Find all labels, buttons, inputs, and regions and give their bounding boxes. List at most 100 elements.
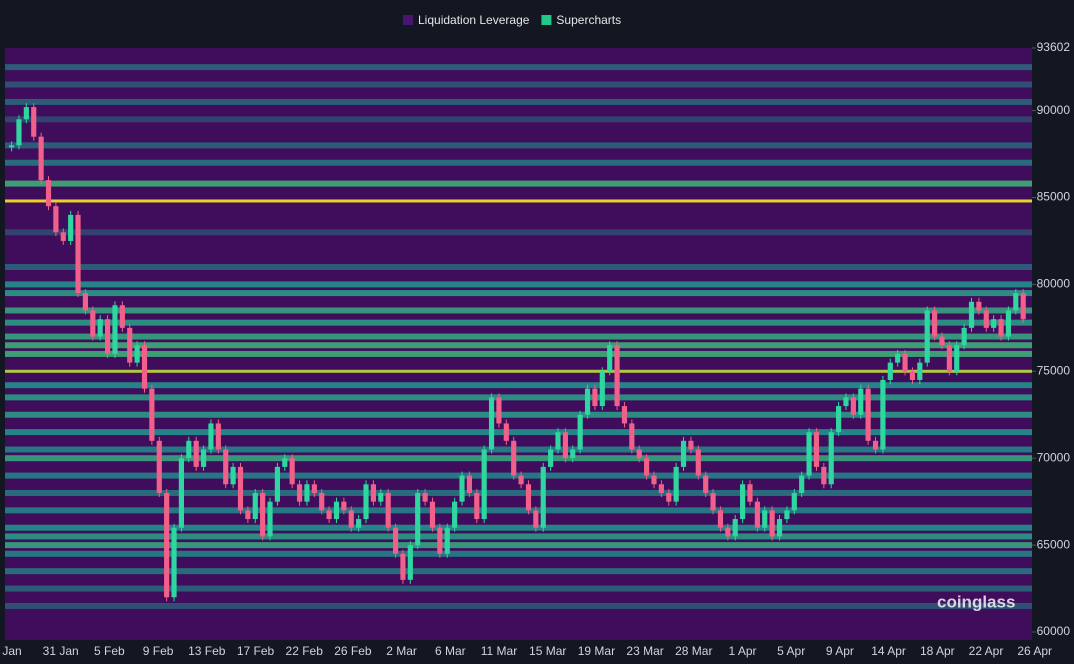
candle bbox=[592, 388, 598, 407]
liquidation-band bbox=[5, 568, 1032, 575]
candle bbox=[23, 107, 29, 120]
candle bbox=[496, 397, 502, 424]
candle bbox=[97, 319, 103, 337]
liquidation-band bbox=[5, 507, 1032, 514]
candle bbox=[555, 432, 561, 450]
candle bbox=[90, 310, 96, 337]
candle bbox=[673, 466, 679, 502]
candle bbox=[252, 492, 258, 520]
liquidation-band bbox=[5, 542, 1032, 549]
liquidation-band bbox=[5, 159, 1032, 166]
candle bbox=[584, 388, 591, 415]
candle bbox=[895, 353, 901, 363]
x-tick-label: 13 Feb bbox=[188, 644, 226, 658]
candle bbox=[533, 510, 539, 528]
candle bbox=[607, 345, 613, 372]
candle bbox=[865, 388, 871, 441]
candle bbox=[452, 501, 458, 528]
candle bbox=[887, 362, 893, 380]
candle bbox=[525, 484, 532, 511]
y-tick-label: 65000 bbox=[1037, 537, 1071, 551]
liquidation-band bbox=[5, 602, 1032, 609]
candle bbox=[385, 492, 391, 528]
candle bbox=[134, 345, 140, 363]
candle bbox=[53, 206, 59, 233]
x-tick-label: 31 Jan bbox=[43, 644, 79, 658]
candle bbox=[747, 484, 753, 502]
candle bbox=[843, 397, 849, 407]
candle bbox=[688, 440, 694, 450]
x-tick-label: 26 Feb bbox=[334, 644, 372, 658]
candle bbox=[932, 310, 938, 337]
candle bbox=[621, 406, 628, 424]
liquidation-band bbox=[5, 229, 1032, 236]
candle bbox=[710, 492, 716, 511]
y-tick-label: 75000 bbox=[1037, 363, 1071, 377]
candle bbox=[223, 449, 229, 485]
candle bbox=[356, 519, 362, 528]
candle bbox=[422, 492, 428, 502]
candle bbox=[946, 345, 952, 372]
candle bbox=[880, 379, 886, 450]
x-tick-label: 14 Apr bbox=[871, 644, 906, 658]
candle bbox=[599, 371, 605, 407]
candle bbox=[488, 397, 495, 450]
candle bbox=[378, 492, 384, 502]
candle bbox=[548, 449, 554, 467]
candle bbox=[917, 362, 923, 380]
candle bbox=[909, 371, 916, 380]
x-tick-label: 5 Feb bbox=[94, 644, 125, 658]
candle bbox=[836, 406, 842, 433]
candle bbox=[341, 501, 347, 511]
candle bbox=[444, 527, 450, 554]
liquidation-band bbox=[5, 411, 1032, 418]
liquidation-band bbox=[5, 307, 1032, 314]
candle bbox=[141, 345, 148, 389]
liquidation-band bbox=[5, 350, 1032, 357]
liquidation-band bbox=[5, 369, 1032, 373]
candle bbox=[171, 527, 177, 598]
x-tick-label: 9 Apr bbox=[826, 644, 854, 658]
candle bbox=[156, 440, 162, 493]
candle bbox=[200, 449, 207, 467]
candle bbox=[732, 519, 738, 537]
candle bbox=[215, 423, 221, 450]
liquidation-band bbox=[5, 319, 1032, 326]
candle bbox=[474, 492, 480, 520]
candle bbox=[75, 214, 81, 294]
liquidation-band bbox=[5, 489, 1032, 496]
candle bbox=[82, 293, 89, 311]
liquidation-band bbox=[5, 333, 1032, 340]
candle bbox=[304, 484, 310, 502]
x-tick-label: 5 Apr bbox=[777, 644, 805, 658]
candle bbox=[1020, 293, 1026, 320]
candle bbox=[983, 310, 989, 328]
candle bbox=[695, 449, 701, 476]
y-tick-label: 93602 bbox=[1037, 40, 1071, 54]
candle bbox=[821, 466, 827, 485]
x-tick-label: 18 Apr bbox=[920, 644, 955, 658]
candle bbox=[38, 136, 44, 181]
liquidation-band bbox=[5, 281, 1032, 288]
y-tick-label: 60000 bbox=[1037, 624, 1071, 638]
liquidation-band bbox=[5, 446, 1032, 453]
candle bbox=[164, 492, 170, 598]
candle bbox=[902, 353, 908, 372]
liquidation-band bbox=[5, 550, 1032, 557]
candle bbox=[666, 492, 672, 502]
candle bbox=[178, 458, 185, 528]
candle bbox=[348, 510, 354, 528]
candle bbox=[511, 440, 517, 476]
candle bbox=[208, 423, 214, 450]
x-tick-label: 23 Mar bbox=[626, 644, 663, 658]
candle bbox=[503, 423, 509, 441]
liquidation-band bbox=[5, 98, 1032, 105]
candle bbox=[311, 484, 317, 493]
candle bbox=[415, 492, 421, 546]
liquidation-band bbox=[5, 382, 1032, 389]
y-tick-label: 85000 bbox=[1037, 190, 1071, 204]
candle bbox=[651, 475, 657, 485]
candle bbox=[784, 510, 790, 520]
candle bbox=[466, 475, 472, 493]
